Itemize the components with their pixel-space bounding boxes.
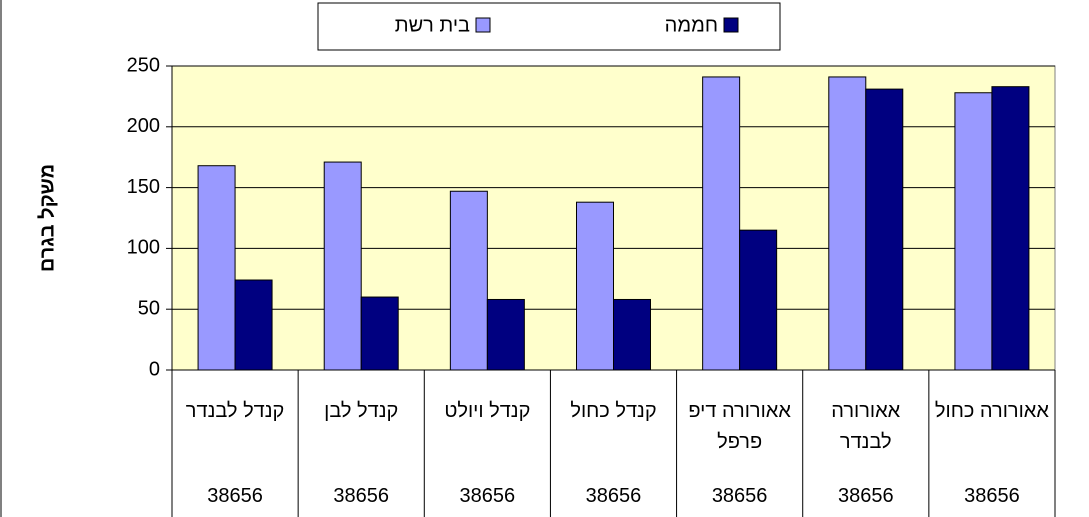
bar bbox=[991, 86, 1030, 371]
y-tick-label: 50 bbox=[138, 297, 160, 319]
bar bbox=[234, 279, 273, 371]
y-axis-label: משקל בגרם bbox=[36, 164, 58, 272]
bar bbox=[739, 229, 778, 371]
bar bbox=[360, 296, 399, 371]
bar bbox=[865, 88, 904, 371]
x-tick-label-level2: 38656 bbox=[711, 485, 768, 507]
bar bbox=[449, 190, 488, 371]
x-tick-label: קנדל כחול bbox=[570, 400, 657, 422]
x-tick-label: קנדל ויולט bbox=[444, 400, 531, 422]
y-tick-label: 150 bbox=[127, 176, 160, 198]
legend-swatch bbox=[723, 17, 739, 33]
x-tick-label-level2: 38656 bbox=[585, 485, 642, 507]
x-tick-label-level2: 38656 bbox=[333, 485, 390, 507]
legend-box bbox=[317, 2, 781, 51]
bar bbox=[486, 298, 525, 371]
x-tick-label: אאורורה דיפ פרפל bbox=[688, 400, 791, 453]
x-tick-label-level2: 38656 bbox=[837, 485, 894, 507]
bar bbox=[702, 76, 741, 371]
x-tick-label: אאורורה כחול bbox=[934, 400, 1049, 422]
x-tick-label: קנדל לבן bbox=[324, 400, 399, 422]
bar bbox=[197, 165, 236, 371]
bar bbox=[954, 92, 993, 371]
y-tick-label: 100 bbox=[127, 237, 160, 259]
x-tick-label-level2: 38656 bbox=[459, 485, 516, 507]
legend-label: חממה bbox=[665, 14, 718, 36]
bar bbox=[576, 201, 614, 371]
legend-swatch bbox=[475, 17, 491, 33]
bar bbox=[613, 298, 651, 371]
bar bbox=[323, 161, 362, 371]
x-tick-label-level2: 38656 bbox=[207, 485, 263, 507]
y-tick-label: 200 bbox=[127, 115, 160, 137]
bar bbox=[828, 76, 867, 371]
y-tick-label: 250 bbox=[127, 54, 160, 76]
x-tick-label: קנדל לבנדר bbox=[185, 400, 285, 422]
legend-label: בית רשת bbox=[395, 14, 470, 36]
x-tick-label: אאורורה לבנדר bbox=[831, 400, 901, 453]
y-tick-label: 0 bbox=[149, 358, 160, 380]
x-tick-label-level2: 38656 bbox=[964, 485, 1020, 507]
